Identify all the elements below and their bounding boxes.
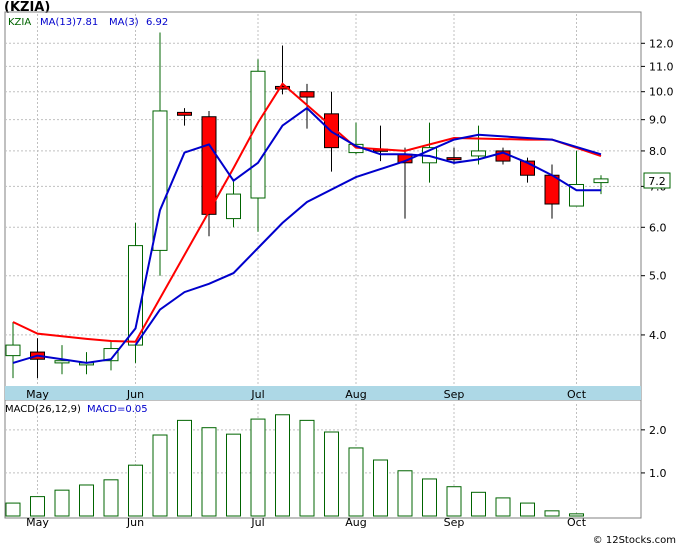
legend-ma13-label: MA(13) [40, 17, 76, 28]
price-x-tick-label: May [26, 388, 49, 401]
macd-x-tick-label: May [26, 516, 49, 529]
candle-body [54, 360, 70, 364]
price-y-tick-label: 6.0 [649, 221, 667, 234]
macd-bar [397, 470, 413, 517]
candle-body [250, 70, 266, 199]
macd-bar [79, 484, 94, 517]
macd-bar [495, 497, 511, 517]
macd-y-tick-label: 1.0 [649, 467, 667, 480]
candle-body [103, 348, 119, 362]
macd-bar [446, 486, 462, 517]
macd-bar [250, 418, 266, 517]
candle-body [128, 245, 143, 346]
legend-ma3-value: 6.92 [146, 17, 168, 28]
current-price-tag [643, 172, 671, 189]
ma13-line [12, 82, 602, 343]
macd-x-tick-label: Oct [567, 516, 587, 529]
macd-bar [30, 496, 45, 517]
macd-bar [54, 489, 70, 517]
macd-bar [201, 427, 217, 517]
macd-panel-frame [4, 399, 642, 519]
macd-bar [103, 479, 119, 517]
ma3-line [12, 106, 601, 364]
macd-bar [348, 447, 364, 517]
candle-body [201, 116, 217, 215]
macd-legend-label: MACD(26,12,9) [5, 404, 81, 415]
candlesticks [5, 32, 609, 379]
price-x-tick-label: Jul [250, 388, 264, 401]
price-y-tick-label: 9.0 [649, 114, 667, 127]
legend-ma13-value: 7.81 [76, 17, 98, 28]
macd-bar [152, 434, 168, 517]
chart-title: (KZIA) [4, 0, 51, 15]
macd-grid [5, 404, 641, 516]
macd-bar [373, 459, 388, 517]
price-x-axis-labels: May Jun Jul Aug Sep Oct [26, 388, 587, 401]
price-y-tick-label: 10.0 [649, 86, 674, 99]
candle-body [593, 178, 609, 184]
price-x-tick-label: Aug [345, 388, 366, 401]
candle-body [471, 150, 486, 157]
macd-bar [471, 491, 486, 517]
price-panel-frame [4, 11, 642, 401]
macd-y-axis: 1.0 2.0 [641, 424, 667, 480]
macd-bar [5, 502, 21, 517]
price-y-tick-label: 12.0 [649, 37, 674, 50]
macd-bar [520, 502, 535, 517]
candle-body [5, 344, 21, 357]
price-y-tick-label: 4.0 [649, 329, 667, 342]
macd-bars [5, 414, 584, 517]
macd-bar [569, 513, 584, 517]
current-price-tag-text: 7.2 [648, 175, 666, 188]
macd-bar [544, 510, 560, 517]
macd-bar [299, 419, 315, 517]
price-y-axis: 4.05.06.07.08.09.010.011.012.0 [641, 37, 674, 342]
macd-bar [226, 433, 241, 517]
candle-body [152, 110, 168, 251]
price-y-tick-label: 8.0 [649, 145, 667, 158]
macd-bar [324, 431, 339, 517]
candle-body [177, 111, 192, 116]
candle-body [299, 91, 315, 98]
moving-average-lines [12, 82, 602, 364]
macd-bar [128, 464, 143, 517]
candle-body [275, 85, 290, 90]
legend-symbol: KZIA [8, 17, 31, 28]
macd-y-tick-label: 2.0 [649, 424, 667, 437]
price-x-tick-label: Oct [567, 388, 587, 401]
price-x-tick-label: Jun [126, 388, 144, 401]
macd-legend-value: MACD=0.05 [87, 404, 148, 415]
macd-x-tick-label: Jul [250, 516, 264, 529]
macd-x-axis-labels: May Jun Jul Aug Sep Oct [26, 516, 587, 529]
ma3-line-lower [134, 133, 602, 346]
candle-body [226, 193, 241, 220]
macd-bar [275, 414, 290, 517]
macd-x-tick-label: Sep [444, 516, 465, 529]
legend-ma3-label: MA(3) [109, 17, 139, 28]
candle-body [544, 174, 560, 205]
price-y-tick-label: 11.0 [649, 60, 674, 73]
price-y-tick-label: 5.0 [649, 270, 667, 283]
macd-bar [422, 478, 437, 517]
credit-text: © 12Stocks.com [592, 535, 676, 546]
macd-bar [177, 419, 192, 517]
macd-x-tick-label: Jun [126, 516, 144, 529]
price-x-axis-band [5, 386, 641, 400]
candle-body [446, 157, 462, 161]
price-x-tick-label: Sep [444, 388, 465, 401]
macd-x-tick-label: Aug [345, 516, 366, 529]
